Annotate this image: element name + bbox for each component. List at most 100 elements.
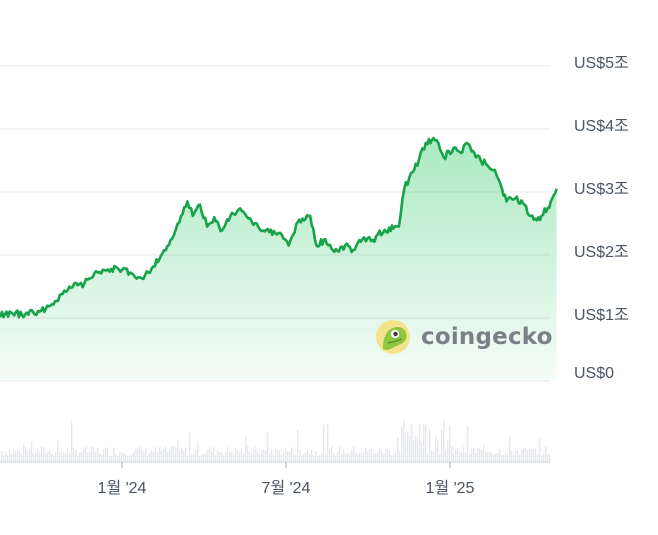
volume-bar [353,446,355,462]
volume-bar [203,453,205,462]
volume-bar [21,454,23,462]
volume-bar [159,447,161,462]
volume-bar [53,455,55,462]
volume-bar [185,447,187,462]
volume-bar [115,454,117,462]
volume-bar [71,421,73,462]
volume-bar [217,451,219,462]
volume-bar [423,424,425,462]
volume-bar [119,451,121,462]
volume-bar [245,436,247,462]
volume-bar [385,449,387,462]
y-tick-label-3: US$3조 [574,181,629,198]
x-tick-label-jan-24: 1월 '24 [97,480,147,497]
volume-bar [59,451,61,462]
volume-bar [11,453,13,462]
volume-bar [97,448,99,462]
volume-bar [153,452,155,462]
volume-bar [335,455,337,462]
volume-bar [505,452,507,462]
volume-bar [269,452,271,462]
y-tick-label-0: US$0 [574,365,615,382]
volume-bar [277,450,279,462]
volume-bar [3,454,5,462]
volume-bar [45,453,47,462]
volume-bar [235,447,237,462]
volume-bar [177,439,179,462]
volume-bar [25,446,27,462]
volume-bar [357,454,359,462]
volume-bar [493,454,495,462]
volume-bar [151,449,153,462]
volume-bar [363,451,365,462]
volume-bar [349,453,351,462]
volume-bar [301,455,303,462]
volume-bar [219,451,221,462]
volume-bar [517,451,519,462]
volume-bar [249,451,251,462]
volume-bar [415,436,417,462]
volume-bar [533,447,535,462]
volume-bar [467,426,469,462]
volume-bar [285,448,287,462]
volume-bar [371,448,373,462]
volume-bar [317,455,319,462]
volume-bar [133,451,135,462]
volume-bar [37,448,39,462]
volume-bar [191,454,193,462]
volume-bar [425,424,427,462]
volume-bar [13,449,15,462]
volume-bar [325,454,327,462]
volume-bar [527,449,529,462]
volume-bar [421,442,423,462]
volume-bar [463,446,465,462]
volume-bar [183,450,185,462]
y-tick-label-5: US$5조 [574,55,629,72]
volume-bar [193,454,195,462]
volume-bar [487,452,489,462]
volume-bar [541,455,543,462]
volume-bar [333,452,335,462]
volume-bar [67,448,69,462]
volume-bar [109,455,111,462]
volume-bar [167,451,169,462]
y-tick-label-4: US$4조 [574,118,629,135]
volume-bar [113,447,115,462]
volume-bar [309,453,311,462]
volume-bar [137,448,139,462]
volume-bar [209,447,211,462]
volume-bar [287,451,289,462]
volume-bar [65,453,67,462]
volume-bar [441,429,443,462]
volume-bar [237,450,239,462]
volume-bar [283,452,285,462]
volume-bar [341,454,343,462]
volume-bar [465,452,467,462]
volume-bar [387,448,389,462]
volume-bar [9,450,11,462]
volume-bar [149,452,151,462]
volume-bar [73,447,75,462]
volume-bar [503,455,505,462]
volume-bar [87,452,89,462]
volume-bar [99,453,101,462]
volume-bar [539,438,541,462]
volume-bar [279,449,281,462]
volume-bar [63,451,65,462]
volume-bar [501,455,503,462]
volume-bar [265,450,267,462]
volume-bar [161,451,163,462]
volume-bar [405,432,407,462]
volume-bar [477,448,479,462]
volume-bar [139,446,141,462]
volume-bar [253,448,255,462]
volume-bar [549,454,551,462]
volume-bar [367,450,369,462]
volume-bar [383,453,385,462]
volume-bar [169,448,171,462]
x-tick-label-jul-24: 7월 '24 [261,480,311,497]
volume-bar [281,455,283,462]
volume-bar [227,446,229,462]
volume-bar [1,451,3,462]
